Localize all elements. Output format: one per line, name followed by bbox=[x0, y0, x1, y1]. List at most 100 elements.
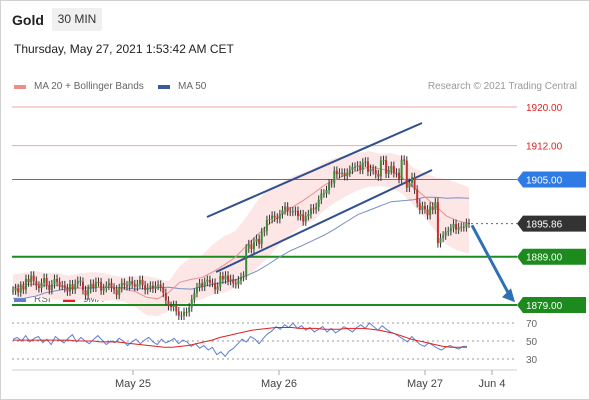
candle-body bbox=[32, 275, 35, 281]
candle-body bbox=[35, 280, 38, 286]
candle-body bbox=[312, 208, 315, 210]
rsi-tick-label: 70 bbox=[526, 319, 538, 330]
x-tick-label: May 25 bbox=[115, 378, 151, 390]
candle-body bbox=[452, 223, 455, 229]
candle-body bbox=[335, 170, 338, 175]
bollinger-band-fill bbox=[13, 151, 469, 317]
candle-body bbox=[40, 282, 43, 289]
candle-body bbox=[22, 285, 25, 290]
candle-body bbox=[164, 292, 167, 301]
candle-body bbox=[240, 277, 242, 281]
candle-body bbox=[431, 206, 434, 210]
candle-body bbox=[89, 283, 92, 290]
candle-body bbox=[162, 287, 165, 293]
candle-body bbox=[291, 211, 294, 213]
candle-body bbox=[120, 282, 123, 289]
candle-body bbox=[359, 165, 362, 170]
candle-body bbox=[63, 285, 66, 289]
candle-body bbox=[309, 208, 312, 215]
candle-body bbox=[299, 214, 302, 217]
candle-body bbox=[234, 283, 237, 285]
timestamp: Thursday, May 27, 2021 1:53:42 AM CET bbox=[14, 42, 234, 56]
candle-body bbox=[457, 227, 460, 230]
candle-body bbox=[400, 159, 403, 179]
candle-body bbox=[455, 223, 458, 230]
candle-body bbox=[107, 282, 110, 286]
legend-rsi-label: RSI bbox=[34, 294, 51, 305]
candle-body bbox=[43, 277, 46, 283]
candle-body bbox=[37, 285, 40, 289]
candle-body bbox=[198, 283, 201, 288]
candle-body bbox=[92, 283, 95, 288]
candle-body bbox=[468, 222, 470, 224]
candle-body bbox=[307, 214, 310, 217]
candle-body bbox=[392, 165, 395, 174]
x-tick-label: May 26 bbox=[261, 378, 297, 390]
candle-body bbox=[74, 283, 77, 290]
channel-upper-line bbox=[206, 122, 423, 218]
candle-body bbox=[157, 284, 160, 286]
candle-body bbox=[343, 172, 346, 177]
candle-body bbox=[449, 228, 452, 232]
timeframe-badge[interactable]: 30 MIN bbox=[52, 8, 102, 31]
candle-body bbox=[348, 169, 351, 173]
rsi-line bbox=[12, 322, 467, 358]
rsi-tick-label: 50 bbox=[526, 337, 538, 348]
candle-body bbox=[84, 290, 87, 296]
candle-body bbox=[208, 279, 211, 283]
candle-body bbox=[219, 276, 222, 287]
candle-body bbox=[138, 279, 141, 285]
candle-body bbox=[372, 168, 375, 171]
candle-body bbox=[284, 206, 287, 211]
candle-body bbox=[242, 275, 245, 278]
candle-body bbox=[71, 284, 74, 290]
candle-body bbox=[325, 190, 328, 194]
candle-body bbox=[227, 275, 230, 281]
candle-body bbox=[188, 307, 191, 313]
candle-body bbox=[418, 203, 421, 210]
candle-body bbox=[123, 282, 126, 286]
candle-body bbox=[110, 282, 113, 288]
candle-body bbox=[105, 285, 108, 289]
candle-body bbox=[177, 311, 180, 316]
candle-body bbox=[369, 168, 372, 172]
candle-body bbox=[190, 299, 193, 308]
ma50-swatch bbox=[158, 84, 170, 89]
candle-body bbox=[201, 283, 204, 287]
candle-body bbox=[81, 281, 84, 291]
candle-body bbox=[245, 248, 248, 276]
candle-body bbox=[330, 183, 333, 185]
candle-body bbox=[154, 285, 157, 289]
candle-body bbox=[426, 209, 429, 216]
candle-body bbox=[439, 237, 442, 244]
candle-body bbox=[252, 241, 255, 250]
candle-body bbox=[444, 231, 447, 236]
candle-body bbox=[263, 231, 266, 233]
candle-body bbox=[465, 222, 468, 228]
candle-body bbox=[361, 162, 364, 170]
candle-body bbox=[364, 161, 367, 163]
candle-body bbox=[255, 238, 258, 242]
candle-body bbox=[221, 276, 224, 280]
candle-body bbox=[224, 275, 227, 280]
resistance-label: 1920.00 bbox=[526, 103, 563, 114]
candle-body bbox=[429, 206, 432, 216]
legend-ma20-label: MA 20 + Bollinger Bands bbox=[34, 81, 144, 92]
candle-body bbox=[411, 177, 413, 183]
candle-body bbox=[379, 160, 382, 177]
candle-body bbox=[405, 160, 408, 188]
pivot-label: 1905.00 bbox=[526, 175, 563, 186]
x-tick-label: May 27 bbox=[407, 378, 443, 390]
candle-body bbox=[118, 288, 121, 295]
candle-body bbox=[302, 214, 305, 222]
candle-body bbox=[354, 166, 356, 168]
candle-body bbox=[113, 287, 116, 290]
candle-body bbox=[180, 315, 183, 317]
candle-body bbox=[206, 279, 209, 282]
candle-body bbox=[247, 244, 250, 249]
candle-body bbox=[356, 165, 359, 167]
resistance-label: 1912.00 bbox=[526, 142, 563, 153]
candle-body bbox=[260, 232, 263, 245]
